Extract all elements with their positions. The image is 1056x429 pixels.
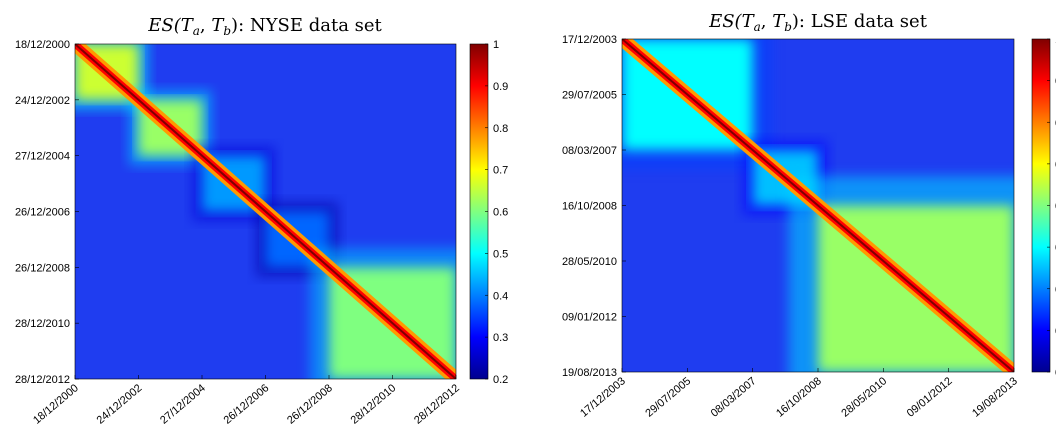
y-tick-label: 28/12/2010 <box>15 318 70 330</box>
lse-chart-title: ES(Ta, Tb): LSE data set <box>708 11 928 34</box>
x-tick-label: 29/07/2005 <box>643 375 693 420</box>
colorbar-tick-label: 0.7 <box>493 165 508 177</box>
x-tick-label: 16/10/2008 <box>774 375 824 420</box>
y-tick-label: 24/12/2002 <box>15 95 70 107</box>
y-tick-label: 19/08/2013 <box>562 367 617 379</box>
x-tick-label: 17/12/2003 <box>578 375 628 420</box>
lse-y-ticks: 17/12/2003 29/07/2005 08/03/2007 16/10/2008… <box>562 34 626 379</box>
x-tick-label: 27/12/2004 <box>158 382 208 427</box>
colorbar-tick-label: 0.6 <box>493 207 508 219</box>
y-tick-label: 27/12/2004 <box>15 151 70 163</box>
nyse-colorbar-ticks: 1 0.9 0.8 0.7 0.6 0.5 0.4 0.3 0.2 <box>485 39 508 386</box>
x-tick-label: 28/05/2010 <box>839 375 889 420</box>
y-tick-label: 17/12/2003 <box>562 34 617 46</box>
y-tick-label: 16/10/2008 <box>562 201 617 213</box>
nyse-y-ticks: 18/12/2000 24/12/2002 27/12/2004 26/12/2006… <box>15 39 79 386</box>
y-tick-label: 29/07/2005 <box>562 90 617 102</box>
colorbar-tick-label: 0.3 <box>493 332 508 344</box>
colorbar-tick-label: 0.9 <box>493 81 508 93</box>
colorbar-tick-label: 0.4 <box>493 290 508 302</box>
colorbar-tick-label: 0.2 <box>493 374 508 386</box>
y-tick-label: 28/12/2012 <box>15 374 70 386</box>
y-tick-label: 26/12/2008 <box>15 262 70 274</box>
x-tick-label: 19/08/2013 <box>970 375 1020 420</box>
x-tick-label: 28/12/2010 <box>349 382 399 427</box>
lse-heatmap-panel: ES(Ta, Tb): LSE data set 17/12/2003 29/07… <box>562 11 1056 420</box>
lse-heatmap-cells <box>622 39 1014 372</box>
colorbar-tick-label: 0.8 <box>493 123 508 135</box>
x-tick-label: 26/12/2006 <box>222 382 272 427</box>
nyse-chart-title: ES(Ta, Tb): NYSE data set <box>147 15 382 38</box>
y-tick-label: 18/12/2000 <box>15 39 70 51</box>
y-tick-label: 28/05/2010 <box>562 256 617 268</box>
nyse-x-ticks: 18/12/2000 24/12/2002 27/12/2004 26/12/2006… <box>31 375 462 427</box>
x-tick-label: 09/01/2012 <box>905 375 955 420</box>
x-tick-label: 18/12/2000 <box>31 382 81 427</box>
y-tick-label: 09/01/2012 <box>562 312 617 324</box>
y-tick-label: 08/03/2007 <box>562 145 617 157</box>
nyse-heatmap-panel: ES(Ta, Tb): NYSE data set 18/12/2000 24/1… <box>15 15 508 427</box>
y-tick-label: 26/12/2006 <box>15 207 70 219</box>
x-tick-label: 24/12/2002 <box>95 382 145 427</box>
heatmap-diagonal <box>622 39 1014 372</box>
x-tick-label: 28/12/2012 <box>412 382 462 427</box>
heatmap-diagonal <box>75 44 456 379</box>
colorbar-tick-label: 1 <box>493 39 499 51</box>
x-tick-label: 08/03/2007 <box>709 375 759 420</box>
x-tick-label: 26/12/2008 <box>285 382 335 427</box>
nyse-heatmap-cells <box>75 44 456 379</box>
lse-x-ticks: 17/12/2003 29/07/2005 08/03/2007 16/10/2008… <box>578 368 1020 420</box>
colorbar-tick-label: 0.5 <box>493 248 508 260</box>
